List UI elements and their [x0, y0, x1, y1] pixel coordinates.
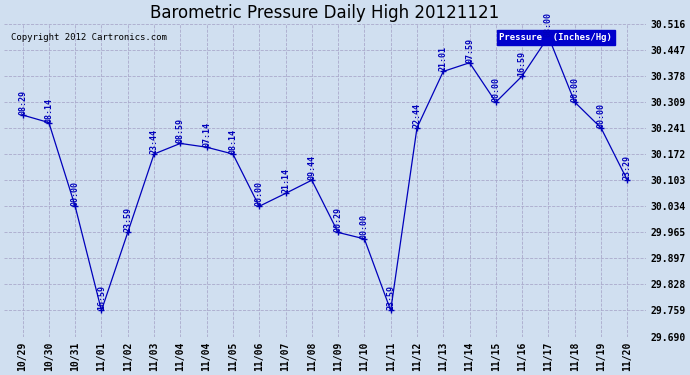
Text: 21:01: 21:01	[439, 46, 448, 72]
Title: Barometric Pressure Daily High 20121121: Barometric Pressure Daily High 20121121	[150, 4, 500, 22]
Text: 08:14: 08:14	[228, 129, 237, 154]
Text: 23:59: 23:59	[386, 285, 395, 310]
Text: 21:14: 21:14	[281, 168, 290, 194]
Text: 00:00: 00:00	[70, 181, 79, 206]
Text: 00:00: 00:00	[491, 77, 500, 102]
Text: Pressure  (Inches/Hg): Pressure (Inches/Hg)	[500, 33, 612, 42]
Text: 00:00: 00:00	[570, 77, 579, 102]
Text: 08:59: 08:59	[176, 118, 185, 143]
Text: 23:59: 23:59	[124, 207, 132, 232]
Text: 22:44: 22:44	[413, 103, 422, 128]
Text: 08:14: 08:14	[44, 98, 53, 123]
Text: 00:00: 00:00	[597, 103, 606, 128]
Text: 16:59: 16:59	[518, 51, 526, 76]
Text: 16:59: 16:59	[97, 285, 106, 310]
Text: 09:44: 09:44	[307, 155, 316, 180]
Text: 07:59: 07:59	[465, 38, 474, 63]
Text: 08:29: 08:29	[18, 90, 27, 115]
Text: 07:14: 07:14	[202, 122, 211, 147]
Text: 08:00: 08:00	[544, 12, 553, 37]
Text: Copyright 2012 Cartronics.com: Copyright 2012 Cartronics.com	[10, 33, 166, 42]
Text: 00:00: 00:00	[360, 214, 369, 239]
Text: 00:29: 00:29	[333, 207, 343, 232]
Text: 00:00: 00:00	[255, 181, 264, 206]
Text: 23:44: 23:44	[150, 129, 159, 154]
Text: 23:29: 23:29	[623, 155, 632, 180]
